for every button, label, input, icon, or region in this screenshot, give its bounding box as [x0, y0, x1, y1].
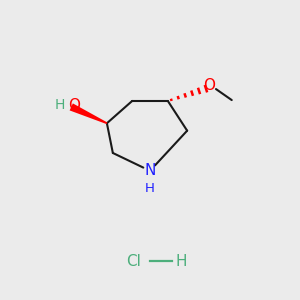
Text: H: H: [55, 98, 65, 112]
Text: N: N: [144, 163, 156, 178]
Text: H: H: [176, 254, 187, 269]
Polygon shape: [70, 103, 107, 124]
Text: O: O: [203, 78, 215, 93]
Text: O: O: [68, 98, 80, 112]
Text: H: H: [145, 182, 155, 195]
Text: Cl: Cl: [126, 254, 141, 269]
